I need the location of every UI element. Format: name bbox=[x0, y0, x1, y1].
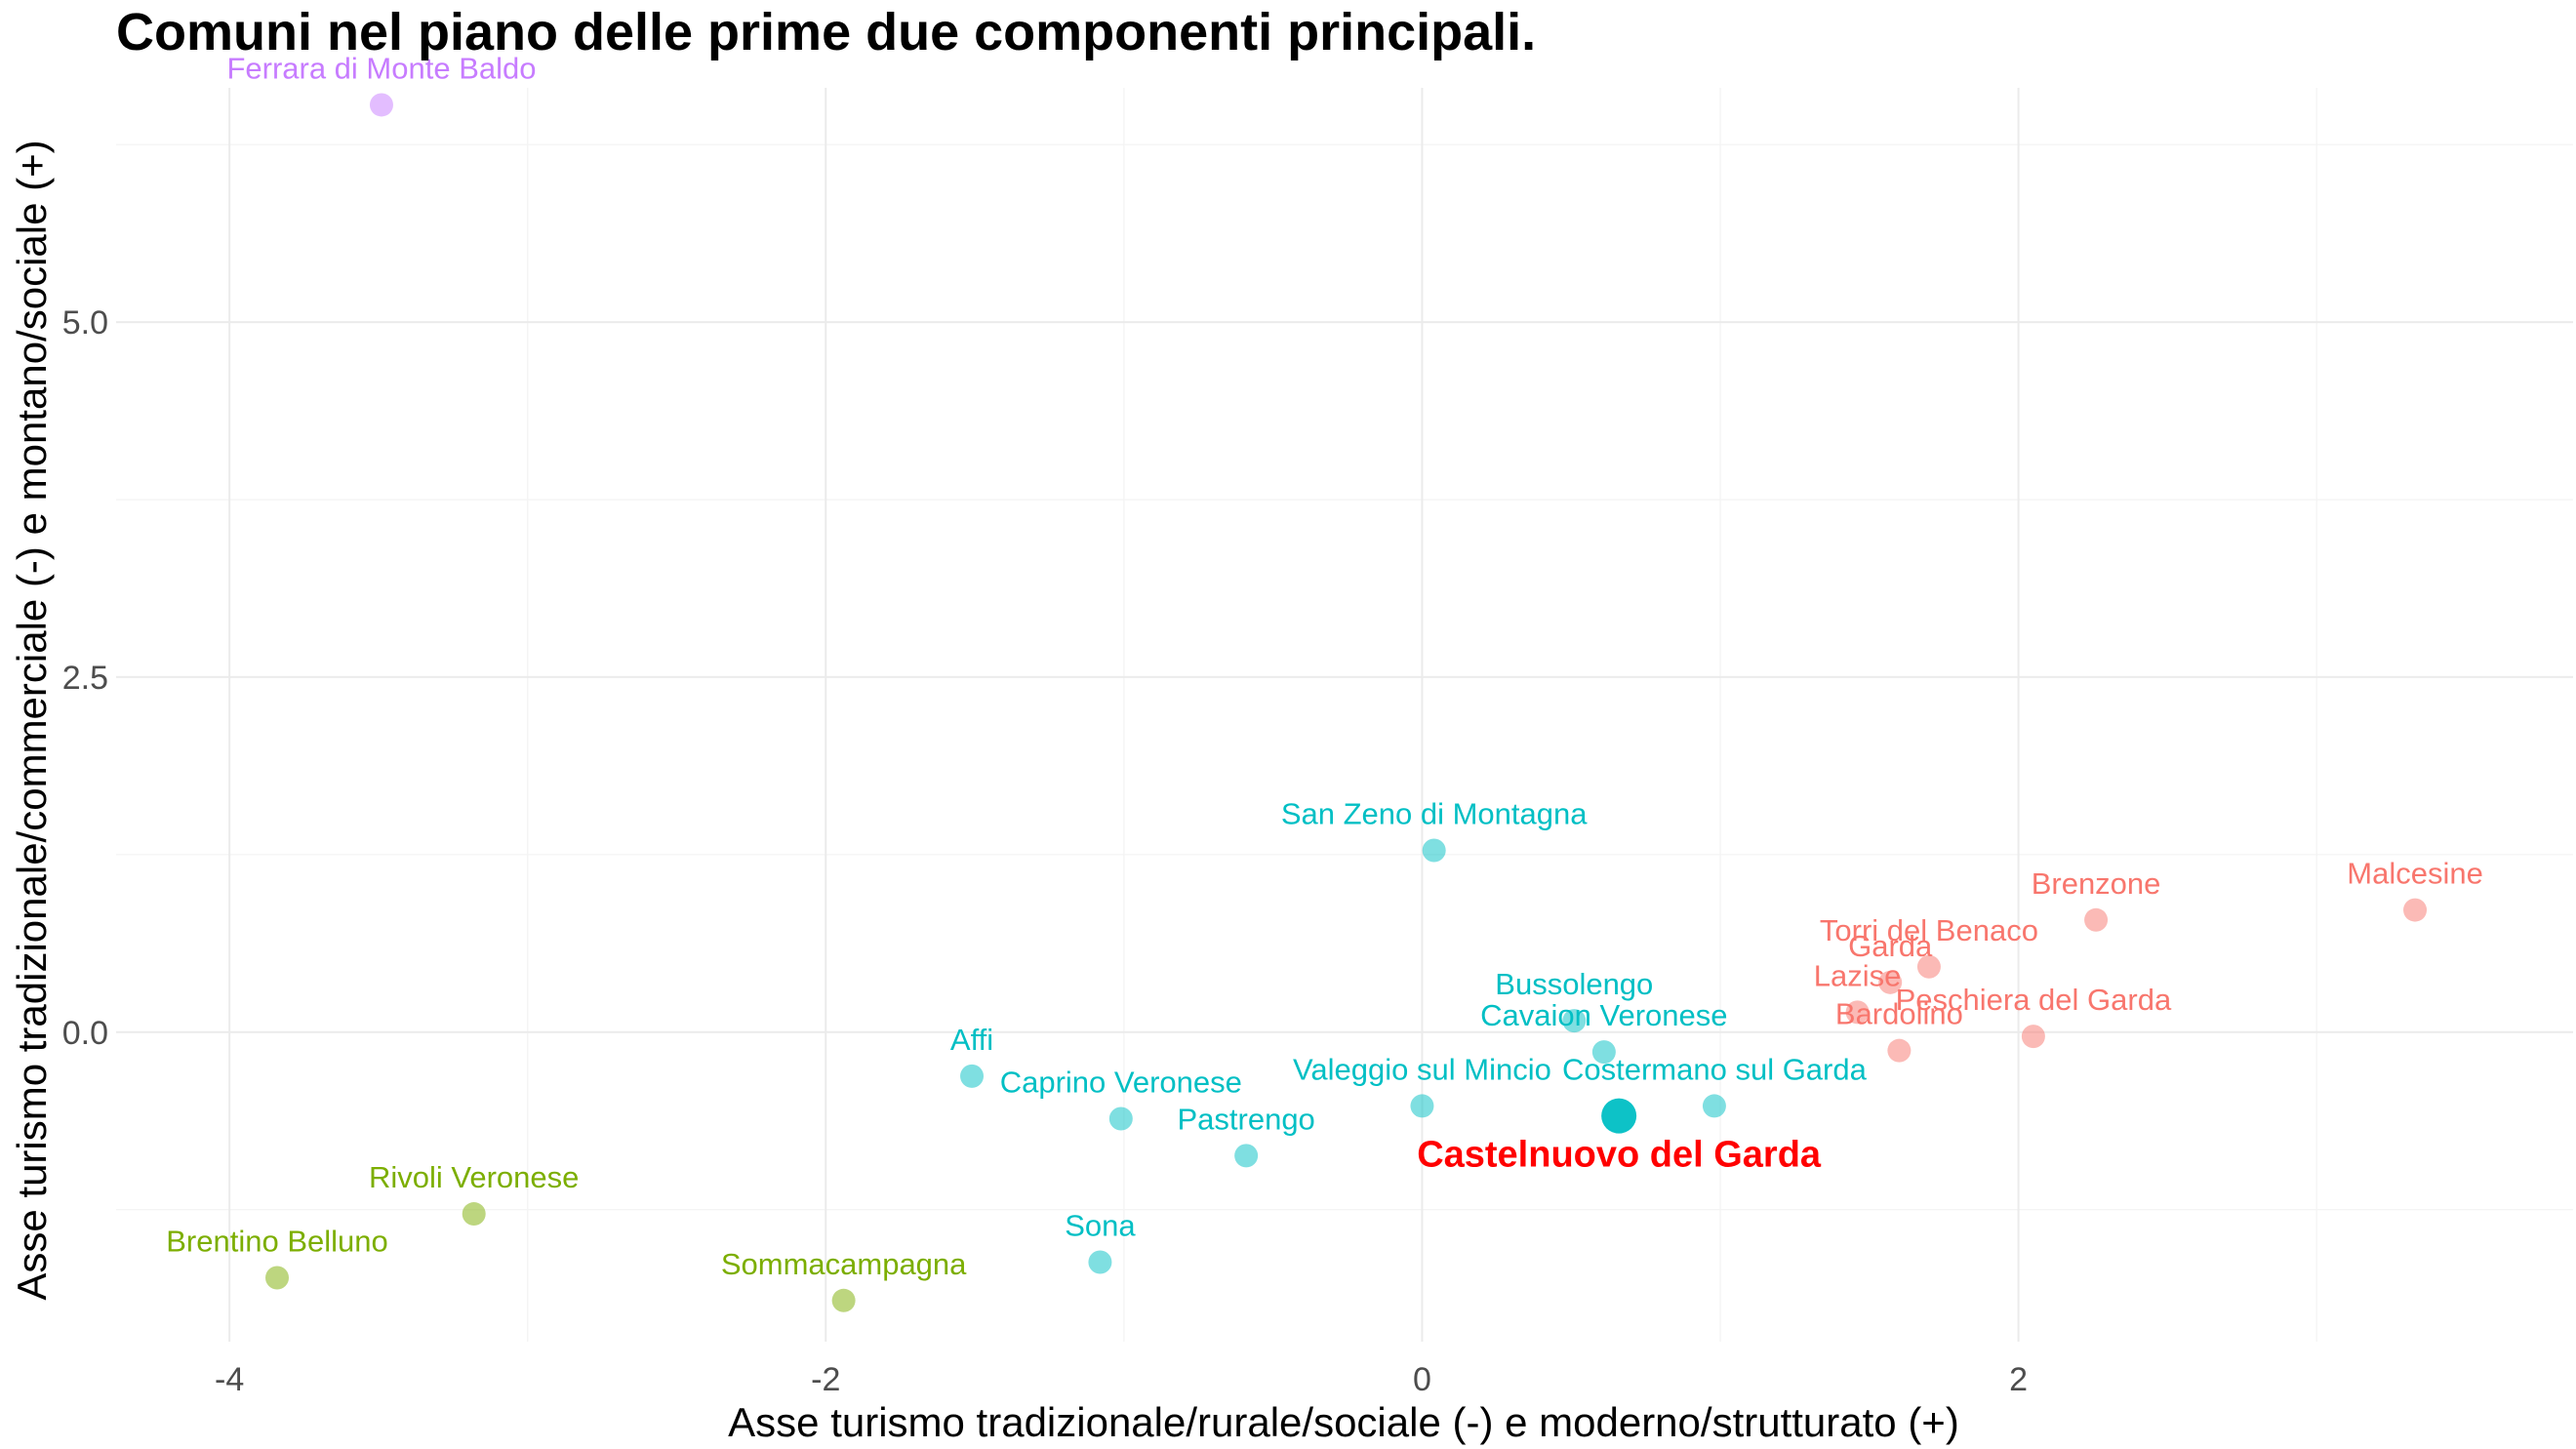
y-tick-label: 0.0 bbox=[62, 1015, 108, 1052]
data-point bbox=[1410, 1094, 1434, 1118]
data-point-label: Peschiera del Garda bbox=[1896, 983, 2172, 1017]
data-point-label: Cavaion Veronese bbox=[1480, 998, 1727, 1032]
data-point-label: Garda bbox=[1848, 929, 1933, 963]
data-point bbox=[265, 1266, 290, 1290]
data-point bbox=[1878, 970, 1903, 994]
data-point bbox=[2084, 907, 2109, 932]
x-axis-title: Asse turismo tradizionale/rurale/sociale… bbox=[728, 1399, 1959, 1445]
data-point bbox=[1887, 1038, 1912, 1063]
data-point-label: San Zeno di Montagna bbox=[1281, 796, 1588, 830]
data-point bbox=[1562, 1009, 1587, 1033]
tick-labels: -4 -2 0 2 0.0 2.5 5.0 bbox=[62, 304, 2028, 1398]
data-point bbox=[1702, 1094, 1726, 1118]
data-point-label: Valeggio sul Mincio bbox=[1293, 1052, 1551, 1086]
x-tick-label: 0 bbox=[1413, 1361, 1431, 1398]
data-point bbox=[462, 1202, 486, 1227]
x-tick-label: -2 bbox=[811, 1361, 840, 1398]
data-point bbox=[369, 93, 393, 117]
data-point-label: Bardolino bbox=[1835, 997, 1963, 1031]
y-tick-label: 2.5 bbox=[62, 660, 108, 697]
data-point-label: Torri del Benaco bbox=[1820, 913, 2038, 947]
data-point-label: Pastrengo bbox=[1177, 1102, 1314, 1136]
data-point-label: Sona bbox=[1065, 1209, 1136, 1243]
data-points bbox=[265, 93, 2428, 1312]
data-point bbox=[831, 1288, 856, 1312]
y-tick-label: 5.0 bbox=[62, 304, 108, 342]
data-point-label: Ferrara di Monte Baldo bbox=[226, 51, 536, 85]
data-point bbox=[1845, 1000, 1870, 1025]
data-point-label: Malcesine bbox=[2347, 857, 2483, 891]
data-point-label: Caprino Veronese bbox=[1000, 1066, 1242, 1100]
x-tick-label: 2 bbox=[2009, 1361, 2028, 1398]
data-point bbox=[1591, 1040, 1616, 1065]
data-point-label: Brenzone bbox=[2032, 866, 2161, 901]
data-point bbox=[1234, 1144, 1259, 1168]
data-point-label: Rivoli Veronese bbox=[369, 1160, 579, 1194]
data-point-label: Brentino Belluno bbox=[166, 1225, 388, 1259]
data-point-label: Lazise bbox=[1814, 958, 1902, 992]
data-point-label: Affi bbox=[950, 1023, 993, 1057]
data-point-highlight bbox=[1601, 1098, 1637, 1134]
data-point-label: Sommacampagna bbox=[721, 1247, 967, 1281]
y-axis-title: Asse turismo tradizionale/commerciale (-… bbox=[9, 140, 55, 1300]
data-point bbox=[1088, 1250, 1112, 1274]
data-point bbox=[2021, 1025, 2045, 1049]
highlight-point-label: Castelnuovo del Garda bbox=[1417, 1135, 1822, 1176]
data-point bbox=[1916, 954, 1941, 979]
data-point bbox=[2403, 898, 2428, 922]
point-labels: Ferrara di Monte Baldo Malcesine Brenzone T… bbox=[166, 51, 2483, 1280]
chart-title: Comuni nel piano delle prime due compone… bbox=[116, 3, 1536, 61]
data-point bbox=[960, 1064, 985, 1088]
data-point-label: Costermano sul Garda bbox=[1562, 1052, 1868, 1086]
data-point bbox=[1422, 838, 1446, 863]
data-point bbox=[1108, 1107, 1133, 1131]
x-tick-label: -4 bbox=[215, 1361, 244, 1398]
data-point-label: Bussolengo bbox=[1495, 967, 1653, 1001]
grid-lines bbox=[116, 88, 2573, 1342]
